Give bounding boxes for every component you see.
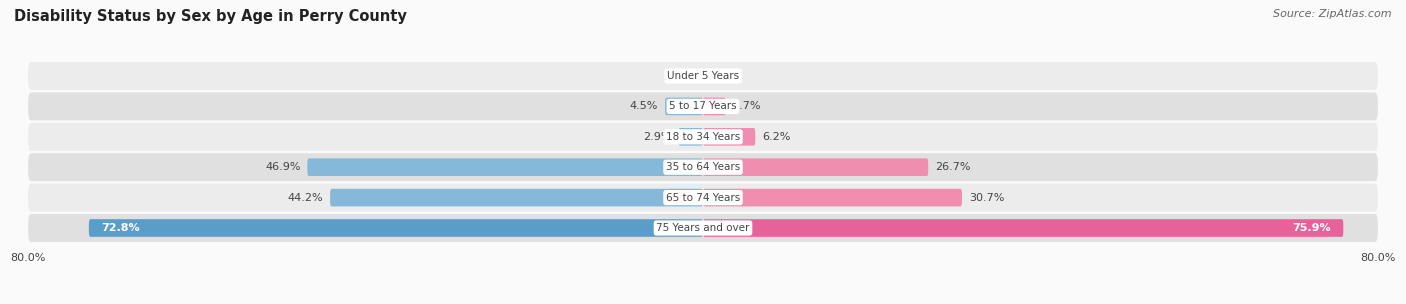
Text: 0.0%: 0.0% [668,71,696,81]
Text: 4.5%: 4.5% [630,102,658,111]
Text: 46.9%: 46.9% [266,162,301,172]
FancyBboxPatch shape [703,219,1343,237]
Text: 35 to 64 Years: 35 to 64 Years [666,162,740,172]
FancyBboxPatch shape [703,158,928,176]
Legend: Male, Female: Male, Female [641,303,765,304]
FancyBboxPatch shape [28,62,1378,90]
FancyBboxPatch shape [703,98,725,115]
FancyBboxPatch shape [28,184,1378,212]
Text: 75.9%: 75.9% [1292,223,1330,233]
Text: Source: ZipAtlas.com: Source: ZipAtlas.com [1274,9,1392,19]
FancyBboxPatch shape [703,128,755,146]
Text: 44.2%: 44.2% [288,193,323,202]
Text: 26.7%: 26.7% [935,162,970,172]
Text: 65 to 74 Years: 65 to 74 Years [666,193,740,202]
Text: 72.8%: 72.8% [101,223,141,233]
Text: 30.7%: 30.7% [969,193,1004,202]
Text: 18 to 34 Years: 18 to 34 Years [666,132,740,142]
FancyBboxPatch shape [679,128,703,146]
Text: Under 5 Years: Under 5 Years [666,71,740,81]
Text: 2.9%: 2.9% [644,132,672,142]
FancyBboxPatch shape [28,123,1378,151]
Text: 75 Years and over: 75 Years and over [657,223,749,233]
FancyBboxPatch shape [330,189,703,206]
Text: 0.0%: 0.0% [710,71,738,81]
FancyBboxPatch shape [665,98,703,115]
FancyBboxPatch shape [28,214,1378,242]
FancyBboxPatch shape [308,158,703,176]
Text: 5 to 17 Years: 5 to 17 Years [669,102,737,111]
FancyBboxPatch shape [28,153,1378,181]
Text: 6.2%: 6.2% [762,132,790,142]
Text: 2.7%: 2.7% [733,102,761,111]
FancyBboxPatch shape [703,189,962,206]
FancyBboxPatch shape [89,219,703,237]
FancyBboxPatch shape [28,92,1378,120]
Text: Disability Status by Sex by Age in Perry County: Disability Status by Sex by Age in Perry… [14,9,406,24]
